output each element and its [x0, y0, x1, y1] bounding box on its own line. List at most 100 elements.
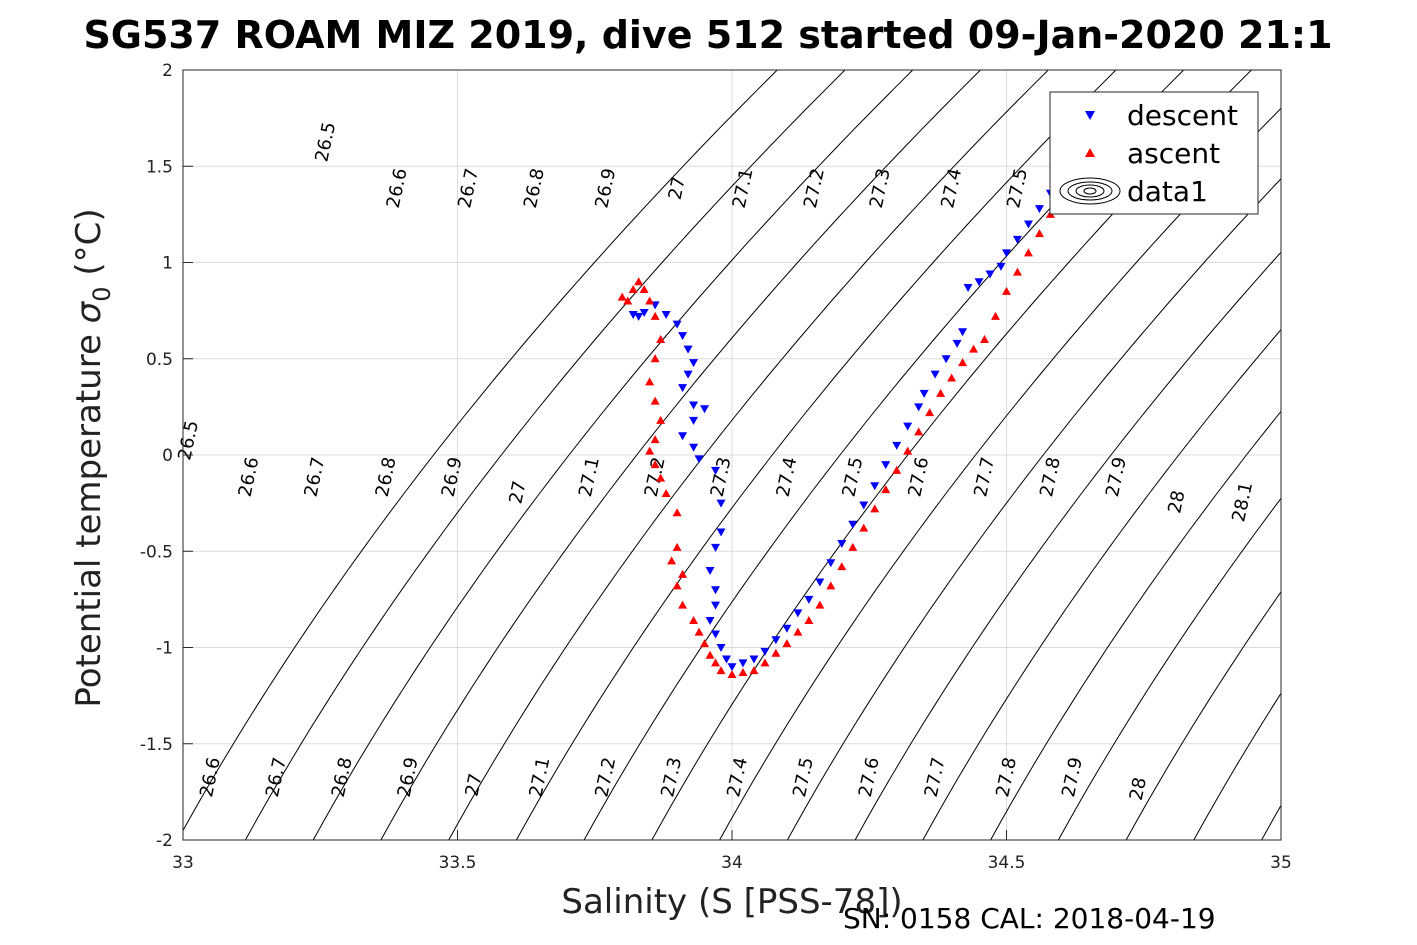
- ascent-point: [837, 562, 847, 571]
- y-tick-label: 0: [162, 446, 173, 466]
- y-axis-ticks: -2 -1.5 -1 -0.5 0 0.5 1 1.5 2: [140, 61, 193, 851]
- descent-point: [705, 617, 715, 626]
- descent-point: [694, 455, 704, 464]
- isopycnal-26.5: [183, 70, 778, 832]
- ascent-point: [716, 666, 726, 675]
- descent-point: [1023, 220, 1033, 229]
- legend: descent ascent data1: [1049, 91, 1259, 215]
- y-axis-label-sigma: σ: [69, 300, 109, 323]
- ascent-point: [623, 296, 633, 305]
- ascent-point: [617, 292, 627, 301]
- descent-point: [722, 655, 732, 664]
- descent-point: [738, 659, 748, 668]
- ascent-point: [947, 373, 957, 382]
- descent-point: [661, 310, 671, 319]
- legend-descent-marker: [1085, 111, 1095, 120]
- y-tick-label: 2: [162, 61, 173, 81]
- legend-data1-label: data1: [1127, 175, 1208, 208]
- ascent-point: [848, 542, 858, 551]
- ascent-point: [656, 473, 666, 482]
- ascent-point: [1002, 286, 1011, 295]
- descent-point: [919, 389, 929, 398]
- chart-title: SG537 ROAM MIZ 2019, dive 512 started 09…: [83, 13, 1332, 57]
- ascent-point: [958, 358, 968, 367]
- ascent-point: [628, 284, 638, 293]
- descent-point: [716, 499, 726, 508]
- descent-point: [760, 647, 770, 656]
- ascent-point: [656, 335, 666, 343]
- descent-point: [870, 482, 880, 491]
- descent-point: [985, 270, 995, 279]
- ascent-point: [650, 354, 660, 363]
- descent-point: [689, 416, 699, 425]
- ascent-point: [661, 489, 671, 497]
- descent-point: [771, 636, 781, 645]
- ascent-point: [667, 556, 677, 565]
- descent-point: [678, 384, 688, 393]
- y-tick-label: -1: [156, 639, 173, 659]
- y-tick-label: -0.5: [140, 542, 173, 562]
- ascent-point: [826, 581, 836, 590]
- descent-point: [974, 278, 984, 287]
- isopycnal-26.8: [380, 70, 981, 840]
- ascent-point: [672, 581, 682, 590]
- descent-point: [1012, 235, 1022, 244]
- ascent-point: [678, 600, 688, 609]
- contour-label: 27: [665, 175, 690, 202]
- ascent-point: [645, 296, 655, 305]
- contour-label: 28: [1126, 775, 1151, 802]
- descent-point: [903, 422, 913, 431]
- descent-point: [634, 312, 644, 321]
- ascent-point: [980, 335, 990, 343]
- descent-point: [837, 540, 847, 549]
- ascent-point: [859, 523, 869, 532]
- ascent-point: [969, 344, 979, 353]
- descent-point: [711, 586, 721, 595]
- descent-point: [804, 595, 814, 604]
- descent-point: [716, 528, 726, 537]
- x-tick-label: 34: [721, 853, 743, 873]
- y-axis-label-sub: 0: [88, 286, 116, 301]
- descent-point: [716, 644, 726, 652]
- ascent-point: [914, 427, 924, 436]
- ascent-point: [1012, 267, 1022, 276]
- ascent-point: [727, 669, 737, 678]
- ascent-point: [645, 377, 655, 386]
- ascent-point: [815, 600, 825, 609]
- ascent-point: [881, 485, 891, 494]
- ascent-point: [650, 311, 660, 320]
- descent-point: [705, 567, 715, 575]
- y-axis-label: Potential temperature σ0 (°C): [69, 208, 116, 707]
- contour-label: 28: [1164, 489, 1189, 516]
- contour-label: 27: [461, 772, 486, 799]
- legend-ascent-marker: [1085, 148, 1095, 157]
- x-axis-label: Salinity (S [PSS-78]): [561, 882, 902, 922]
- x-tick-label: 33: [172, 853, 194, 873]
- ascent-point: [650, 460, 660, 469]
- y-axis-label-main: Potential temperature: [69, 323, 109, 707]
- ascent-point: [705, 650, 715, 659]
- x-axis-ticks: 33 33.5 34 34.5 35: [172, 830, 1292, 873]
- descent-point: [1002, 249, 1011, 258]
- descent-point: [848, 520, 858, 529]
- descent-point: [815, 578, 825, 587]
- descent-point: [826, 559, 836, 568]
- descent-point: [711, 543, 721, 552]
- descent-point: [689, 401, 699, 410]
- isopycnal-27.8: [1057, 497, 1281, 840]
- descent-point: [941, 355, 951, 364]
- descent-point: [683, 370, 693, 379]
- descent-point: [678, 332, 688, 341]
- descent-point: [782, 624, 792, 633]
- ascent-point: [639, 284, 649, 293]
- descent-point: [892, 441, 902, 450]
- ascent-point: [1034, 229, 1044, 238]
- descent-point: [930, 370, 940, 379]
- y-tick-label: 0.5: [146, 350, 173, 370]
- isopycnal-26.7: [312, 70, 914, 840]
- ascent-point: [700, 639, 710, 648]
- descent-point: [914, 403, 924, 412]
- isopycnal-27.6: [922, 328, 1281, 840]
- ascent-point: [936, 388, 946, 397]
